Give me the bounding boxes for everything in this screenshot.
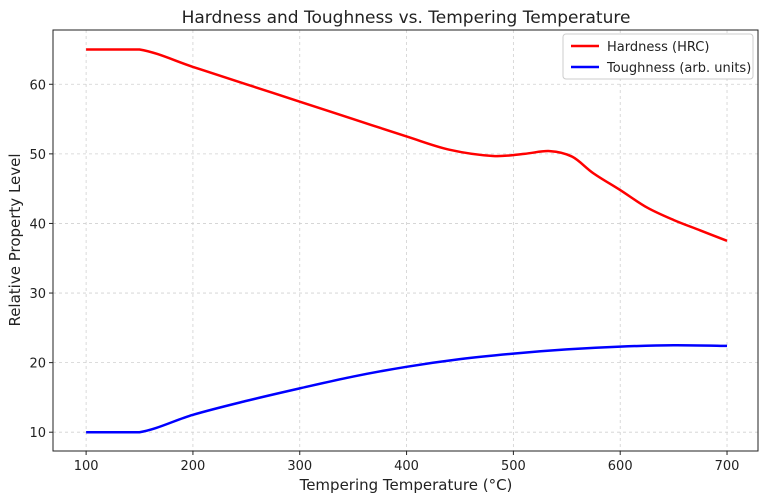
- y-tick-label: 60: [29, 78, 46, 93]
- x-tick-label: 400: [394, 459, 419, 474]
- x-tick-label: 500: [501, 459, 526, 474]
- y-tick-label: 50: [29, 148, 46, 163]
- y-axis-label: Relative Property Level: [6, 153, 24, 326]
- legend-label: Toughness (arb. units): [606, 61, 751, 76]
- x-axis-label: Tempering Temperature (°C): [299, 476, 513, 494]
- legend: Hardness (HRC) Toughness (arb. units): [562, 33, 754, 80]
- x-tick-label: 100: [74, 459, 99, 474]
- legend-box: [562, 33, 754, 80]
- legend-label: Hardness (HRC): [607, 40, 709, 55]
- series-line-1: [86, 343, 728, 434]
- x-tick-label: 600: [608, 459, 633, 474]
- y-tick-label: 30: [29, 287, 46, 302]
- series-line-0: [86, 48, 728, 243]
- y-tick-label: 40: [29, 217, 46, 232]
- x-tick-label: 700: [715, 459, 740, 474]
- x-tick-label: 200: [181, 459, 206, 474]
- y-tick-label: 20: [29, 357, 46, 372]
- y-tick-label: 10: [29, 426, 46, 441]
- x-tick-label: 300: [287, 459, 312, 474]
- plot-frame: [52, 29, 759, 452]
- chart-title: Hardness and Toughness vs. Tempering Tem…: [182, 8, 631, 28]
